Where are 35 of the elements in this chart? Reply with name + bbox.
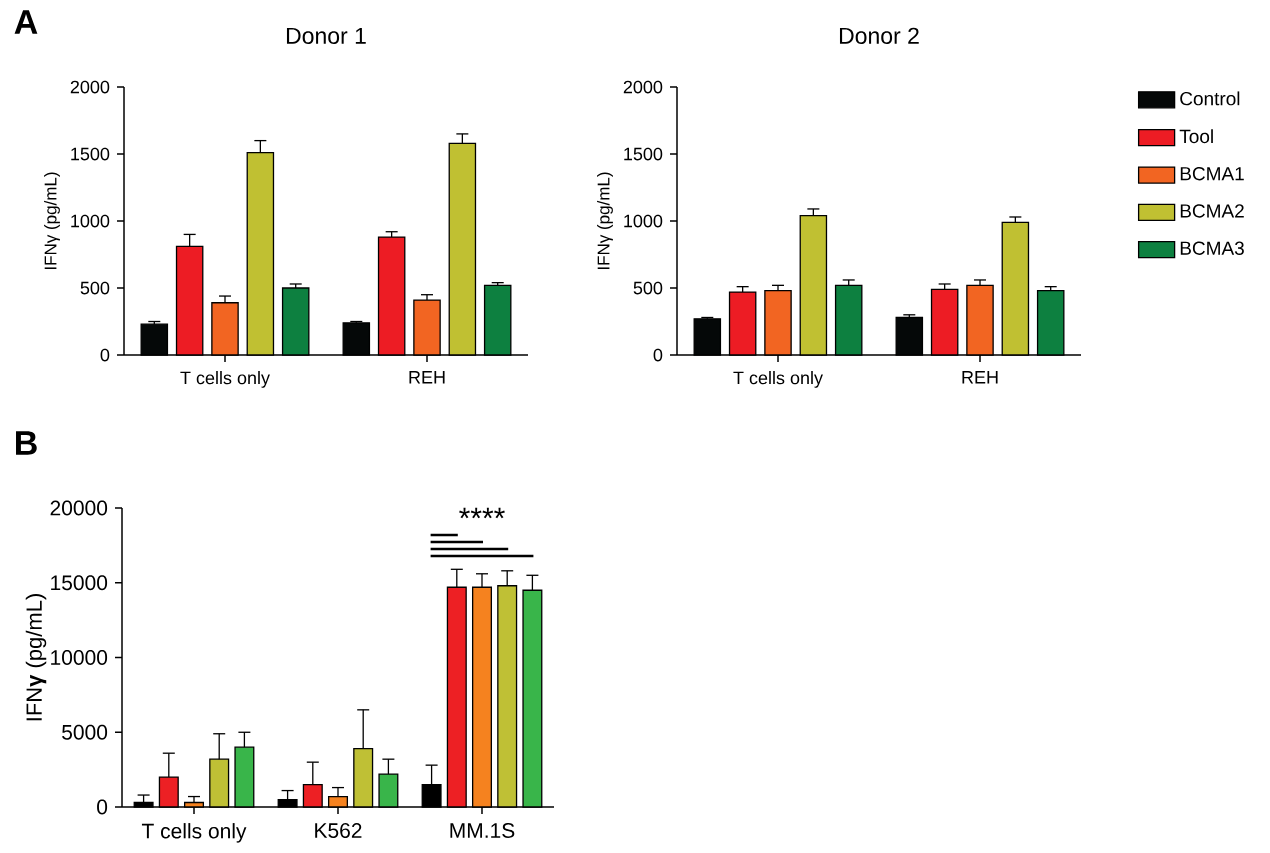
legend-label: BCMA3	[1180, 241, 1244, 255]
y-tick-label: 15000	[51, 575, 108, 591]
y-tick-label: 0	[97, 799, 108, 815]
y-tick-label: 2000	[623, 80, 663, 94]
y-tick-label: 500	[633, 281, 663, 295]
y-tick-label: 1000	[624, 214, 663, 228]
chart-title: Donor 2	[839, 27, 919, 44]
x-tick-label: T cells only	[141, 823, 247, 843]
legend-label: Tool	[1179, 129, 1213, 144]
x-tick-label: REH	[962, 371, 998, 384]
chart-title: Donor 1	[286, 27, 366, 44]
y-axis-title: IFNγ (pg/mL)	[44, 172, 60, 270]
y-axis-title: IFNγ (pg/mL)	[25, 594, 47, 721]
text: B	[16, 431, 37, 455]
x-tick-label: MM.1S	[450, 823, 515, 838]
y-tick-label: 1500	[624, 147, 663, 161]
y-tick-label: 0	[653, 348, 663, 362]
x-tick-label: K562	[315, 823, 362, 838]
annotation: ****	[459, 507, 505, 519]
y-tick-label: 500	[80, 281, 110, 295]
y-axis-title: IFNγ (pg/mL)	[597, 172, 613, 270]
y-tick-label: 0	[100, 348, 110, 362]
legend-label: BCMA2	[1180, 204, 1244, 218]
y-tick-label: 1500	[71, 147, 110, 161]
y-tick-label: 1000	[71, 214, 110, 228]
y-tick-label: 20000	[50, 500, 108, 516]
y-tick-label: 2000	[70, 80, 110, 94]
legend-label: Control	[1180, 91, 1240, 106]
text: A	[14, 10, 38, 34]
x-tick-label: T cells only	[733, 371, 823, 388]
y-tick-label: 10000	[51, 650, 108, 665]
legend-label: BCMA1	[1180, 166, 1244, 181]
x-tick-label: T cells only	[180, 371, 270, 388]
x-tick-label: REH	[409, 371, 445, 384]
y-tick-label: 5000	[62, 724, 108, 740]
